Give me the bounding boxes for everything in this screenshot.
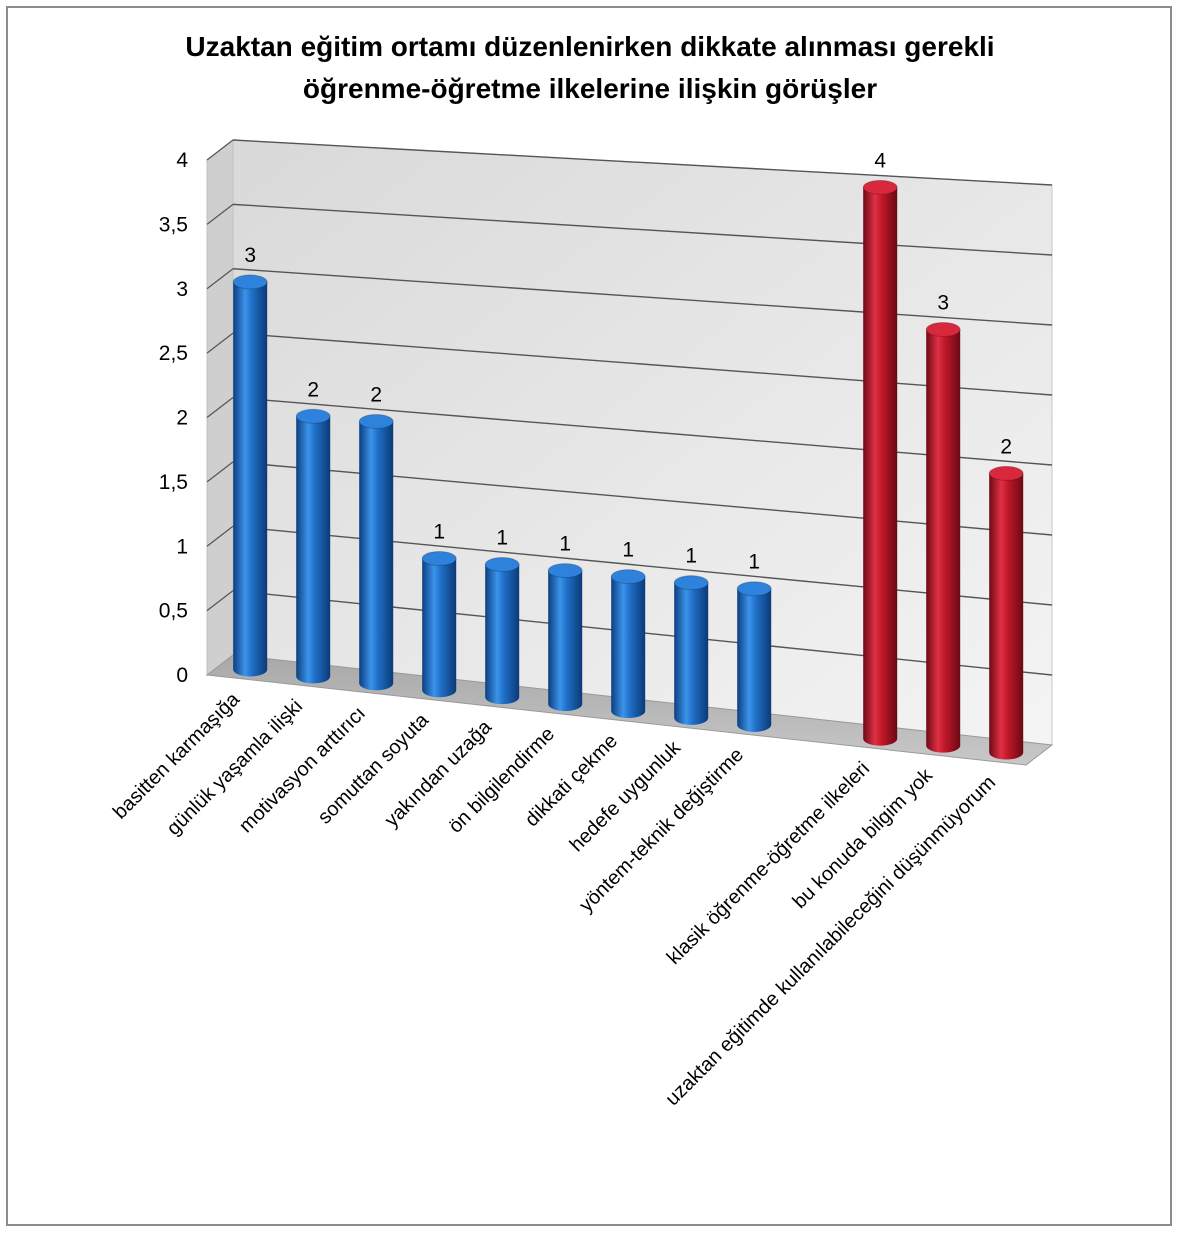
bar-top: [736, 581, 772, 597]
bar-top: [484, 557, 520, 573]
gridline-side: [206, 139, 234, 161]
gridline-side: [206, 590, 234, 612]
chart-title-line-1: Uzaktan eğitim ortamı düzenlenirken dikk…: [185, 31, 995, 62]
y-tick-label: 2,5: [159, 342, 188, 365]
data-label: 1: [433, 520, 445, 543]
bar: [547, 563, 583, 712]
chart-title-line-2: öğrenme-öğretme ilkelerine ilişkin görüş…: [302, 73, 878, 104]
data-label: 2: [370, 383, 382, 406]
bar: [484, 557, 520, 705]
bar-body: [926, 329, 961, 753]
bar: [988, 465, 1024, 760]
y-tick-label: 1: [176, 535, 188, 558]
bar-body: [233, 281, 268, 677]
bar-top: [358, 413, 394, 429]
bar-body: [674, 582, 709, 725]
bar-body: [422, 558, 457, 698]
data-label: 1: [748, 551, 760, 574]
y-tick-label: 2: [176, 407, 188, 430]
gridline: [232, 203, 1053, 256]
bar: [736, 581, 772, 732]
bar-top: [925, 322, 961, 338]
bar: [925, 322, 961, 753]
x-category-label: basitten karmaşığa: [109, 688, 245, 824]
data-label: 1: [622, 539, 634, 562]
bar-top: [547, 563, 583, 579]
y-tick-label: 4: [176, 149, 188, 172]
y-tick-label: 0: [176, 664, 188, 687]
data-label: 4: [874, 149, 886, 172]
y-tick-label: 0,5: [159, 600, 188, 623]
x-category-label: bu konuda bilgim yok: [789, 764, 938, 913]
bar-body: [485, 564, 520, 705]
data-label: 1: [496, 527, 508, 550]
bar-body: [863, 187, 898, 746]
bar-body: [296, 416, 331, 684]
data-label: 3: [937, 292, 949, 315]
bar-top: [232, 274, 268, 290]
bar-top: [421, 550, 457, 566]
gridline-side: [206, 525, 234, 547]
bar-top: [988, 465, 1024, 481]
gridline-side: [206, 461, 234, 483]
x-category-label: motivasyon arttırıcı: [235, 702, 370, 837]
chart-title: Uzaktan eğitim ortamı düzenlenirken dikk…: [0, 26, 1180, 110]
y-tick-label: 1,5: [159, 471, 188, 494]
gridline-side: [206, 268, 234, 290]
gridline: [232, 332, 1053, 396]
bar-top: [673, 575, 709, 591]
bar-body: [611, 576, 646, 719]
data-label: 1: [685, 545, 697, 568]
data-label: 3: [244, 244, 256, 267]
gridline: [232, 268, 1053, 326]
bar-body: [989, 473, 1024, 760]
data-label: 2: [1000, 435, 1012, 458]
bar: [673, 575, 709, 725]
gridline: [232, 139, 1053, 186]
gridline: [232, 396, 1053, 466]
y-tick-label: 3,5: [159, 213, 188, 236]
gridline-side: [206, 397, 234, 418]
x-category-label: günlük yaşamla ilişki: [163, 695, 307, 839]
data-label: 1: [559, 533, 571, 556]
gridline-side: [206, 203, 234, 225]
bar: [295, 408, 331, 684]
bar: [610, 569, 646, 719]
bar-top: [862, 179, 898, 195]
gridline-side: [206, 332, 234, 354]
bar-body: [737, 588, 772, 732]
bar-top: [295, 408, 331, 424]
bar-body: [359, 421, 394, 691]
data-label: 2: [307, 378, 319, 401]
bar: [421, 550, 457, 698]
bar: [232, 274, 268, 677]
bar-top: [610, 569, 646, 585]
x-category-label: uzaktan eğitimde kullanılabileceğini düş…: [661, 772, 1000, 1111]
bar-body: [548, 570, 583, 712]
bar: [358, 413, 394, 691]
bar: [862, 179, 898, 746]
y-tick-label: 3: [176, 278, 188, 301]
